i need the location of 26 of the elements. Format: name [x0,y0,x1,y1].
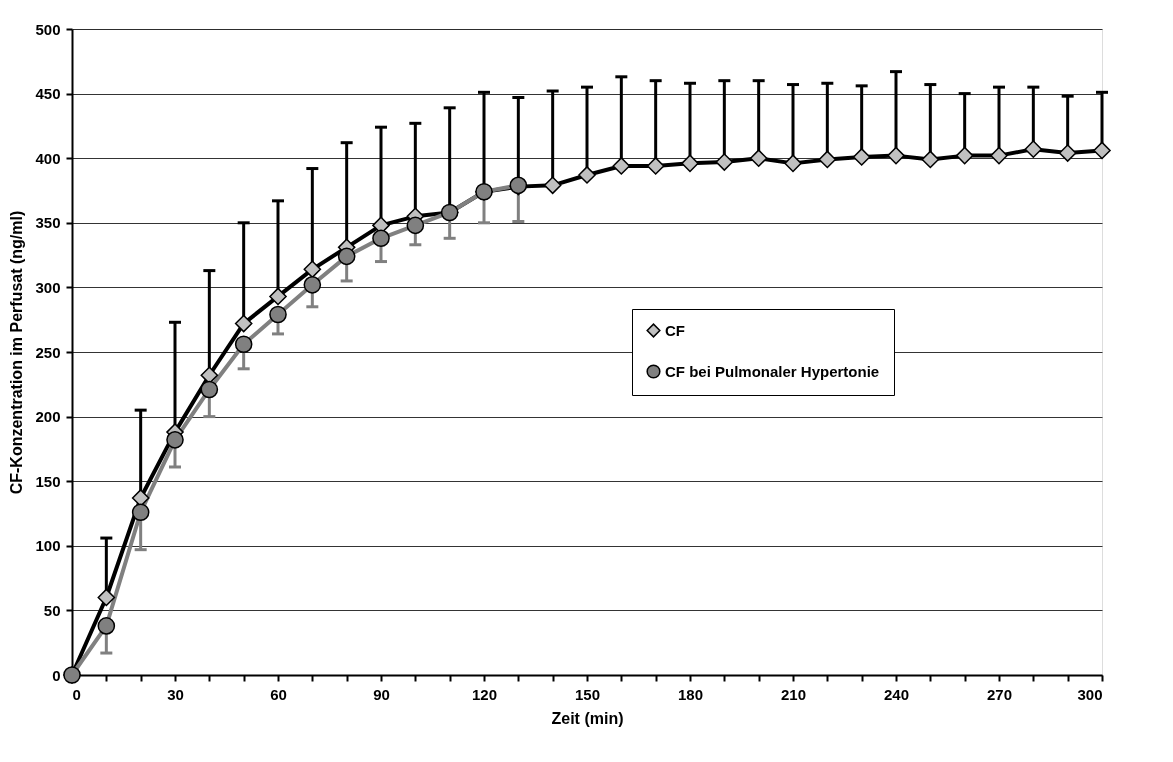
x-tick-label: 150 [574,685,601,703]
y-tick-label: 400 [35,149,61,167]
y-tick-label: 200 [35,408,61,426]
legend-label: CF [665,321,685,339]
x-tick-label: 180 [677,685,704,703]
y-tick-label: 500 [35,20,61,38]
x-tick-label: 240 [883,685,910,703]
x-tick-label: 210 [780,685,807,703]
x-tick-label: 270 [986,685,1013,703]
y-tick-label: 300 [35,278,61,296]
y-tick-label: 250 [35,343,61,361]
x-tick-label: 0 [72,685,81,703]
y-tick-label: 50 [43,601,61,619]
x-tick-label: 30 [167,685,184,703]
legend-label: CF bei Pulmonaler Hypertonie [665,362,880,380]
x-tick-label: 60 [270,685,287,703]
y-tick-label: 0 [52,666,61,684]
y-axis-title: CF-Konzentration im Perfusat (ng/ml) [8,210,26,495]
y-tick-label: 100 [35,537,61,555]
x-axis-title: Zeit (min) [551,709,624,727]
x-tick-label: 300 [1077,685,1103,703]
y-tick-label: 150 [35,472,61,490]
y-tick-label: 350 [35,214,61,232]
x-tick-label: 90 [373,685,390,703]
x-tick-label: 120 [471,685,498,703]
y-tick-label: 450 [35,85,61,103]
